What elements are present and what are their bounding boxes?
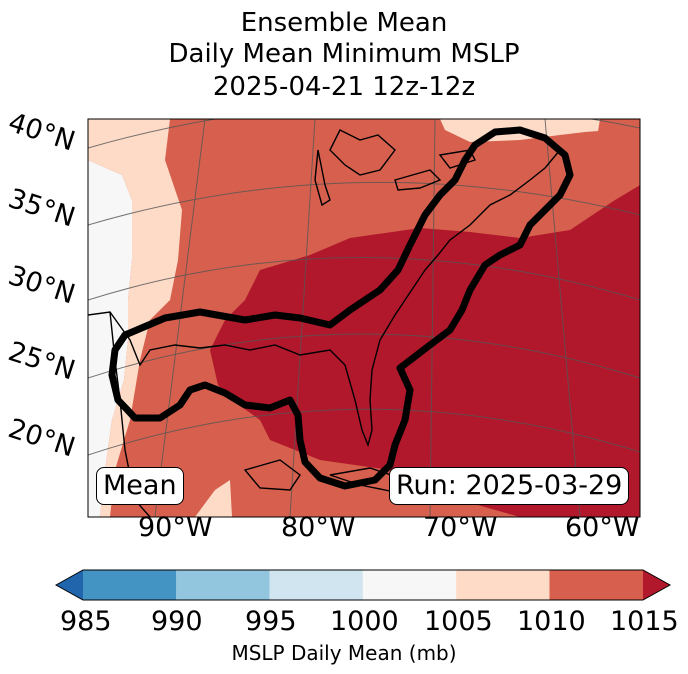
cbar-tick-1000: 1000 (330, 606, 399, 637)
cbar-tick-1010: 1010 (517, 606, 586, 637)
fill-1010-notch (595, 119, 640, 200)
cbar-tick-1005: 1005 (424, 606, 493, 637)
lon-label-70w: 70°W (423, 512, 498, 543)
colorbar-1010-1015 (549, 570, 643, 600)
map-panel (88, 119, 640, 517)
colorbar-995-1000 (269, 570, 363, 600)
title-line-2: Daily Mean Minimum MSLP (168, 39, 520, 69)
colorbar-outline (54, 569, 672, 601)
title-line-3: 2025-04-21 12z-12z (212, 72, 476, 102)
cbar-tick-1015: 1015 (610, 606, 679, 637)
mean-label: Mean (96, 467, 184, 505)
colorbar-over (643, 570, 670, 600)
cbar-tick-985: 985 (60, 606, 112, 637)
lon-label-80w: 80°W (281, 512, 356, 543)
colorbar-under (56, 570, 83, 600)
title-line-1: Ensemble Mean (240, 8, 448, 38)
lon-label-60w: 60°W (565, 512, 640, 543)
lon-label-90w: 90°W (138, 512, 213, 543)
cbar-tick-990: 990 (151, 606, 203, 637)
map-frame (87, 118, 641, 518)
colorbar-990-995 (176, 570, 270, 600)
cbar-tick-995: 995 (245, 606, 297, 637)
fill-1005-1010 (88, 119, 182, 517)
colorbar (54, 569, 672, 601)
colorbar-label: MSLP Daily Mean (mb) (231, 641, 457, 665)
colorbar-1005-1010 (456, 570, 550, 600)
probability-contour (108, 126, 574, 490)
fill-1005-1010-sw (195, 480, 232, 517)
colorbar-1000-1005 (362, 570, 457, 600)
colorbar-985-990 (83, 570, 177, 600)
run-date-label: Run: 2025-03-29 (389, 467, 630, 505)
